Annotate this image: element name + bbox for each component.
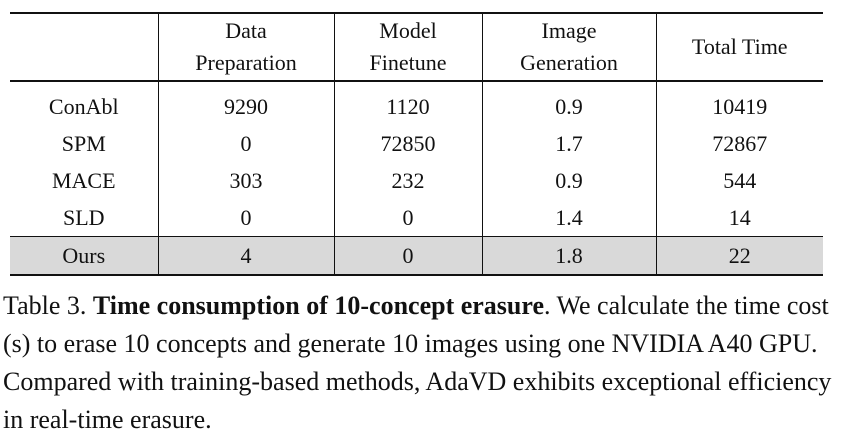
- cell-data-preparation: 0: [158, 199, 335, 237]
- header-image-generation-line1: Image: [541, 18, 597, 43]
- cell-model-finetune: 0: [334, 236, 483, 275]
- table-header: Data Preparation Model Finetune Image Ge…: [10, 13, 823, 81]
- table-row: ConAbl 9290 1120 0.9 10419: [10, 81, 823, 125]
- cell-image-generation: 0.9: [482, 162, 657, 199]
- header-method: [10, 13, 159, 81]
- cell-method: ConAbl: [10, 81, 159, 125]
- cell-model-finetune: 72850: [334, 125, 483, 162]
- time-consumption-table: Data Preparation Model Finetune Image Ge…: [10, 12, 823, 276]
- header-row: Data Preparation Model Finetune Image Ge…: [10, 13, 823, 81]
- table-row: SPM 0 72850 1.7 72867: [10, 125, 823, 162]
- header-total-time: Total Time: [691, 34, 788, 59]
- header-image-generation-line2: Generation: [520, 50, 618, 75]
- cell-data-preparation: 4: [158, 236, 335, 275]
- table-body: ConAbl 9290 1120 0.9 10419 SPM 0 72850 1…: [10, 81, 823, 275]
- cell-total-time: 14: [728, 205, 751, 230]
- cell-total-time: 10419: [712, 94, 768, 119]
- cell-method: SPM: [10, 125, 159, 162]
- cell-model-finetune: 232: [334, 162, 483, 199]
- header-data-preparation-line1: Data: [225, 18, 267, 43]
- table-caption: Table 3. Time consumption of 10-concept …: [3, 287, 838, 439]
- header-data-preparation: Data Preparation: [158, 13, 335, 81]
- cell-model-finetune: 1120: [334, 81, 483, 125]
- cell-method: Ours: [10, 236, 159, 275]
- cell-data-preparation: 9290: [158, 81, 335, 125]
- cell-method: SLD: [10, 199, 159, 237]
- table-row: SLD 0 0 1.4 14: [10, 199, 823, 237]
- cell-data-preparation: 303: [158, 162, 335, 199]
- header-model-finetune-line1: Model: [379, 18, 437, 43]
- cell-total-time: 544: [723, 168, 757, 193]
- header-data-preparation-line2: Preparation: [195, 50, 297, 75]
- table-row: MACE 303 232 0.9 544: [10, 162, 823, 199]
- caption-label: Table 3.: [3, 291, 87, 320]
- cell-method: MACE: [10, 162, 159, 199]
- caption-body: . We calculate the time cost (s) to eras…: [3, 291, 832, 434]
- cell-model-finetune: 0: [334, 199, 483, 237]
- caption-title: Time consumption of 10-concept erasure: [92, 291, 544, 320]
- cell-image-generation: 0.9: [482, 81, 657, 125]
- cell-image-generation: 1.8: [482, 236, 657, 275]
- cell-data-preparation: 0: [158, 125, 335, 162]
- cell-total-time: 22: [728, 243, 751, 268]
- cell-total-time: 72867: [712, 131, 768, 156]
- header-image-generation: Image Generation: [482, 13, 657, 81]
- header-model-finetune-line2: Finetune: [369, 50, 447, 75]
- cell-image-generation: 1.4: [482, 199, 657, 237]
- results-table-container: Data Preparation Model Finetune Image Ge…: [10, 12, 823, 276]
- cell-image-generation: 1.7: [482, 125, 657, 162]
- table-row-highlighted: Ours 4 0 1.8 22: [10, 236, 823, 275]
- header-model-finetune: Model Finetune: [334, 13, 483, 81]
